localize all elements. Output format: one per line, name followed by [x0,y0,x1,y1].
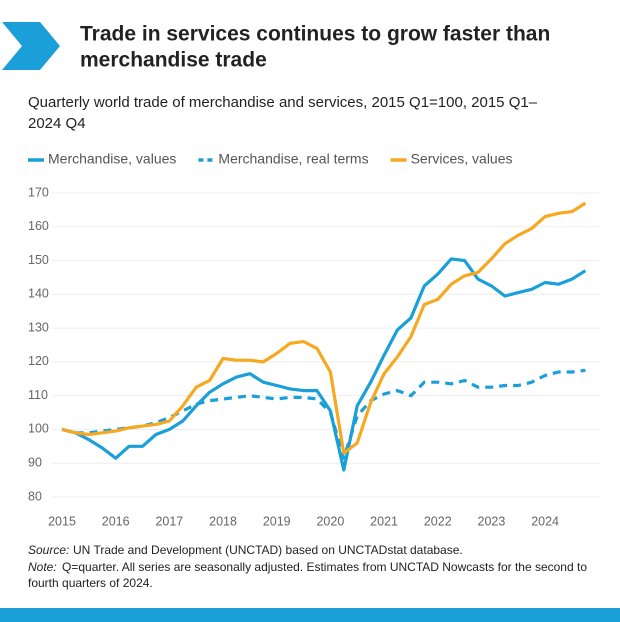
x-tick-label: 2019 [263,514,291,528]
chart-subtitle: 2024 Q4 [28,115,86,132]
x-tick-label: 2024 [531,514,559,528]
chart-title: merchandise trade [80,49,267,72]
footer-bar [0,608,620,622]
source-label: Source: [28,543,69,557]
series-line [61,201,587,455]
y-tick-label: 150 [28,253,49,267]
source-text: UN Trade and Development (UNCTAD) based … [73,543,463,557]
x-tick-label: 2017 [155,514,183,528]
x-tick-label: 2016 [102,514,130,528]
x-tick-label: 2015 [48,514,76,528]
y-tick-label: 120 [28,354,49,368]
y-tick-label: 140 [28,287,49,301]
y-tick-label: 100 [28,422,49,436]
note-label: Note: [28,560,57,574]
y-tick-label: 110 [28,388,48,402]
y-tick-label: 90 [28,456,42,470]
chart-subtitle: Quarterly world trade of merchandise and… [28,94,538,111]
x-tick-label: 2020 [316,514,344,528]
legend-label: Merchandise, real terms [218,151,368,167]
y-tick-label: 130 [28,320,49,334]
series-line [61,257,587,472]
y-tick-label: 80 [28,489,42,503]
legend-label: Merchandise, values [48,151,176,167]
x-tick-label: 2018 [209,514,237,528]
y-tick-label: 170 [28,185,49,199]
x-tick-label: 2021 [370,514,398,528]
note-text: Q=quarter. All series are seasonally adj… [62,560,587,574]
y-tick-label: 160 [28,219,49,233]
x-tick-label: 2022 [424,514,452,528]
legend-label: Services, values [411,151,513,167]
chart-title: Trade in services continues to grow fast… [80,23,550,46]
note-text: fourth quarters of 2024. [28,576,153,590]
x-tick-label: 2023 [478,514,506,528]
chevron-icon [2,22,60,70]
